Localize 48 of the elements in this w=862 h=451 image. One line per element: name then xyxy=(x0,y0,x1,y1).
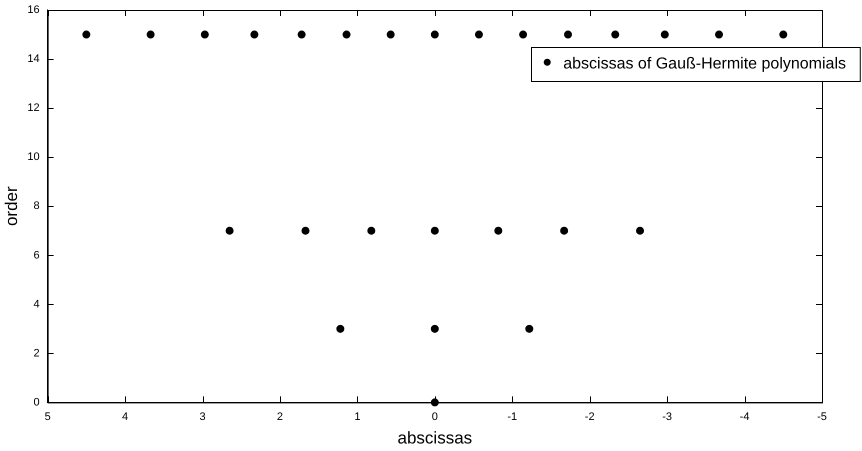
y-tick-label: 16 xyxy=(27,4,40,16)
x-tick-label: 5 xyxy=(44,411,51,424)
point xyxy=(82,30,90,39)
point xyxy=(342,30,351,39)
y-axis-title: order xyxy=(2,186,21,226)
point xyxy=(302,226,310,235)
point xyxy=(660,30,669,39)
y-tick-label: 0 xyxy=(34,396,40,408)
x-tick-label: 2 xyxy=(276,411,284,424)
point xyxy=(474,30,483,39)
point xyxy=(430,226,439,235)
point xyxy=(494,226,502,235)
y-tick-label: 10 xyxy=(27,151,40,164)
x-tick-label: 0 xyxy=(432,411,438,424)
x-tick-label: -1 xyxy=(507,411,518,424)
point xyxy=(200,30,209,39)
x-tick-label: -2 xyxy=(584,411,595,424)
point xyxy=(779,30,788,39)
y-tick-label: 14 xyxy=(27,53,40,66)
point xyxy=(298,30,306,39)
y-tick-label: 12 xyxy=(27,102,40,114)
y-tick-label: 8 xyxy=(34,200,40,212)
point xyxy=(525,324,534,333)
y-tick-label: 4 xyxy=(34,298,40,310)
point xyxy=(564,30,572,39)
x-tick-label: -3 xyxy=(662,411,672,424)
point xyxy=(430,324,439,333)
point xyxy=(226,226,234,235)
legend-label: abscissas of Gauß-Hermite polynomials xyxy=(563,56,846,73)
point xyxy=(611,30,620,39)
y-tick-label: 2 xyxy=(34,347,40,360)
point xyxy=(430,30,439,39)
point xyxy=(715,30,724,39)
point xyxy=(386,30,395,39)
point xyxy=(560,226,568,235)
x-tick-label: 4 xyxy=(122,411,128,424)
point xyxy=(636,226,644,235)
y-tick-label: 6 xyxy=(34,249,40,262)
x-tick-label: -5 xyxy=(817,411,827,424)
x-axis-title: abscissas xyxy=(397,428,472,448)
x-tick-label: 1 xyxy=(354,411,360,424)
point xyxy=(367,226,376,235)
point xyxy=(519,30,528,39)
point xyxy=(336,324,344,333)
x-tick-label: -4 xyxy=(740,411,750,424)
point xyxy=(250,30,258,39)
x-tick-label: 3 xyxy=(199,411,206,424)
point xyxy=(146,30,155,39)
